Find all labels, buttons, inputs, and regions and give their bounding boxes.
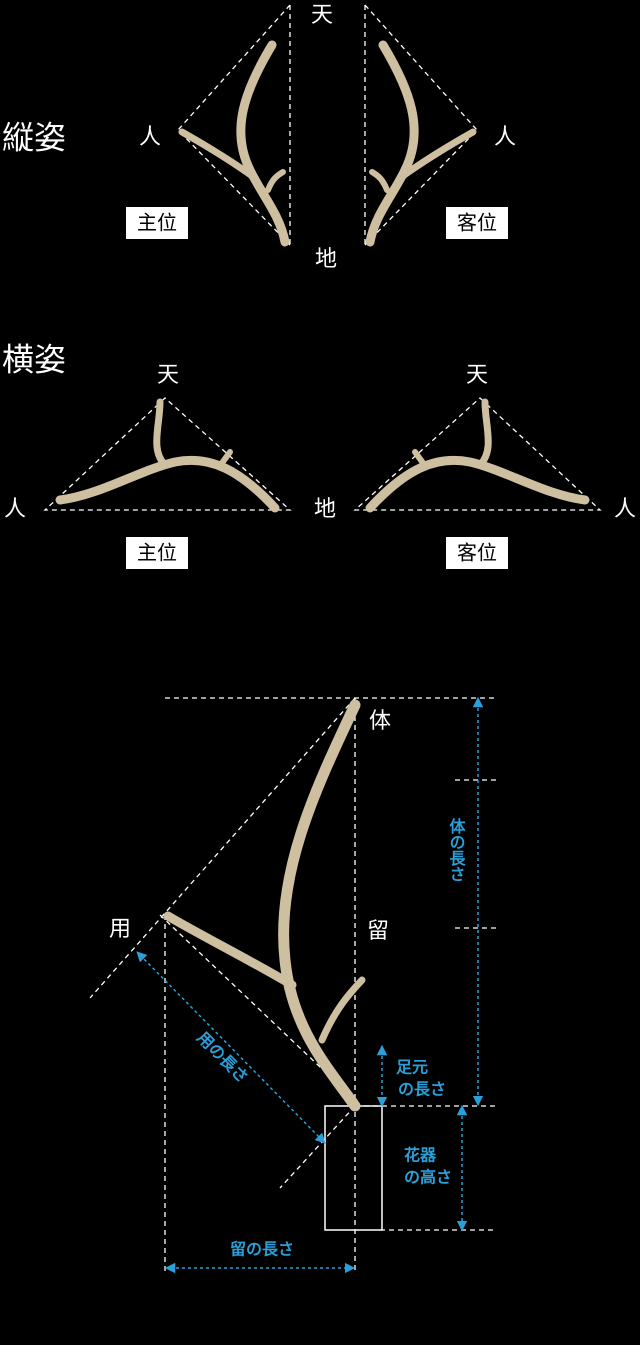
horizontal-right xyxy=(353,397,602,513)
measure-label: 留の長さ xyxy=(230,1240,294,1259)
measure-label: の高さ xyxy=(404,1168,452,1187)
section-title: 縦姿 xyxy=(2,119,66,157)
tag: 主位 xyxy=(137,541,177,565)
tag-box xyxy=(446,537,508,569)
tag-box xyxy=(126,537,188,569)
label: 人 xyxy=(4,497,26,522)
label: 人 xyxy=(139,125,161,150)
measure-label: 体の長さ xyxy=(447,817,466,882)
label: 地 xyxy=(315,247,337,272)
section-title: 横姿 xyxy=(2,341,66,379)
measure-label: 足元 xyxy=(396,1058,428,1077)
label: 天 xyxy=(311,3,333,28)
tag: 客位 xyxy=(457,211,497,235)
label: 人 xyxy=(494,125,516,150)
measure-label: の長さ xyxy=(398,1080,446,1099)
tag: 主位 xyxy=(137,211,177,235)
label: 体 xyxy=(369,709,391,734)
horizontal-left xyxy=(43,397,292,513)
label: 用 xyxy=(109,917,131,942)
tag-box xyxy=(126,207,188,239)
tag-box xyxy=(446,207,508,239)
measure-label: 花器 xyxy=(404,1146,437,1165)
label: 留 xyxy=(367,919,389,944)
label: 地 xyxy=(314,497,336,522)
proportion-guides xyxy=(89,696,500,1275)
measure-label: 用の長さ xyxy=(193,1028,252,1087)
label: 天 xyxy=(157,363,179,388)
vertical-right xyxy=(364,4,478,247)
vertical-left xyxy=(177,4,291,247)
tag: 客位 xyxy=(457,541,497,565)
label: 人 xyxy=(614,497,636,522)
label: 天 xyxy=(466,363,488,388)
